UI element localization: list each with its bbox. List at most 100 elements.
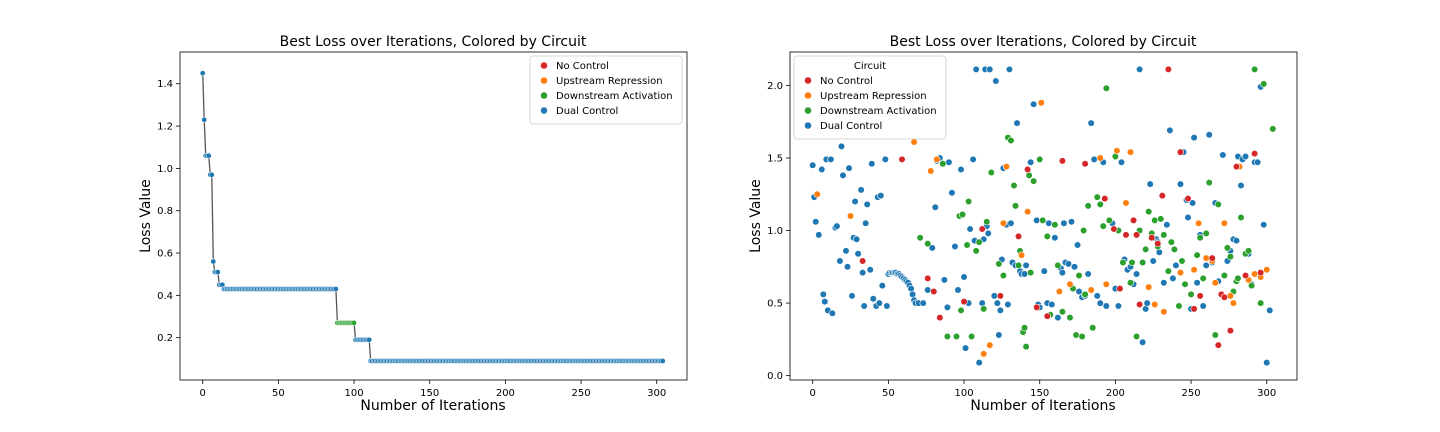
scatter-point (984, 229, 992, 238)
scatter-point (1024, 165, 1032, 174)
scatter-point (1232, 237, 1241, 245)
scatter-point (1036, 155, 1044, 163)
scatter-point (1017, 251, 1026, 259)
scatter-point (1146, 180, 1154, 188)
scatter-point (1208, 254, 1216, 262)
right-plot-marks (809, 65, 1277, 367)
scatter-point (1232, 163, 1241, 171)
legend-entry: Dual Control (820, 121, 882, 132)
scatter-point (1226, 327, 1235, 335)
y-tick-label: 1.5 (767, 153, 783, 164)
scatter-point (878, 282, 886, 290)
scatter-point (1102, 302, 1110, 310)
scatter-point (986, 341, 994, 349)
x-tick-label: 300 (1257, 388, 1276, 399)
scatter-point (1048, 300, 1056, 309)
scatter-point (1226, 292, 1235, 300)
scatter-point (1172, 261, 1180, 269)
scatter-point (1132, 231, 1141, 239)
scatter-point (1039, 216, 1047, 224)
y-tick-label: 1.4 (157, 79, 173, 90)
scatter-point (996, 292, 1004, 300)
best-loss-point (333, 286, 339, 292)
scatter-point (1045, 219, 1053, 227)
scatter-point (1160, 231, 1168, 239)
y-tick-label: 2.0 (767, 81, 783, 92)
scatter-point (957, 306, 965, 314)
scatter-point (1014, 232, 1023, 240)
scatter-point (875, 299, 883, 307)
scatter-point (1145, 283, 1153, 291)
legend-entry: Downstream Activation (820, 106, 937, 117)
scatter-point (1126, 148, 1135, 156)
scatter-point (812, 218, 820, 226)
scatter-point (1078, 332, 1086, 341)
legend-title: Circuit (854, 61, 886, 72)
scatter-point (954, 286, 962, 294)
x-tick-label: 50 (272, 388, 285, 399)
legend-entry: No Control (556, 61, 609, 72)
scatter-point (951, 242, 959, 251)
scatter-point (919, 299, 927, 307)
scatter-point (1117, 158, 1126, 166)
best-loss-point (351, 320, 357, 326)
scatter-point (1022, 261, 1030, 269)
scatter-point (1169, 274, 1177, 283)
x-tick-label: 200 (1106, 388, 1125, 399)
left-axis-ticks: 0 50 100 150 200 250 300 0.2 0.4 0.6 0.8 1.0 1.2 1.4 (157, 79, 666, 399)
legend-entry: Dual Control (556, 106, 618, 117)
scatter-point (999, 271, 1007, 280)
scatter-point (859, 257, 867, 265)
legend-entry: Upstream Repression (556, 76, 663, 87)
scatter-point (848, 292, 856, 300)
scatter-point (1193, 251, 1201, 259)
scatter-point (1234, 274, 1242, 283)
scatter-point (961, 344, 970, 352)
scatter-point (859, 269, 867, 277)
scatter-point (1132, 270, 1141, 278)
scatter-point (1027, 158, 1035, 166)
y-tick-label: 0.4 (157, 291, 173, 302)
scatter-point (948, 189, 956, 197)
scatter-point (1160, 279, 1168, 287)
scatter-point (1205, 179, 1213, 187)
x-tick-label: 250 (1182, 388, 1201, 399)
right-chart-title: Best Loss over Iterations, Colored by Ci… (890, 34, 1197, 50)
scatter-point (1260, 80, 1268, 88)
scatter-point (1251, 270, 1259, 278)
scatter-point (860, 302, 868, 310)
best-loss-point (205, 152, 212, 159)
scatter-point (821, 298, 829, 306)
scatter-point (960, 273, 968, 281)
y-tick-label: 0.2 (157, 333, 173, 344)
scatter-point (975, 358, 983, 367)
scatter-point (845, 164, 853, 172)
scatter-point (1096, 200, 1104, 208)
scatter-point (1184, 213, 1192, 222)
scatter-point (1030, 100, 1038, 108)
scatter-point (837, 142, 846, 150)
scatter-point (1196, 292, 1204, 300)
scatter-point (1175, 302, 1183, 310)
scatter-point (939, 160, 947, 168)
scatter-point (1014, 261, 1023, 269)
legend-marker (804, 91, 812, 100)
scatter-point (881, 155, 889, 163)
scatter-point (968, 332, 976, 341)
scatter-point (978, 225, 986, 233)
best-loss-point (201, 116, 208, 123)
scatter-point (1084, 202, 1092, 210)
scatter-point (1037, 99, 1045, 107)
legend-entry: Upstream Repression (820, 91, 927, 102)
scatter-point (1176, 180, 1185, 188)
scatter-point (936, 313, 944, 322)
scatter-point (1122, 199, 1130, 207)
scatter-point (1011, 202, 1020, 210)
scatter-point (987, 168, 995, 177)
scatter-point (980, 350, 988, 358)
scatter-point (1101, 194, 1109, 203)
x-tick-label: 0 (200, 388, 206, 399)
scatter-point (943, 303, 951, 312)
scatter-point (852, 235, 861, 243)
scatter-point (1149, 257, 1157, 265)
